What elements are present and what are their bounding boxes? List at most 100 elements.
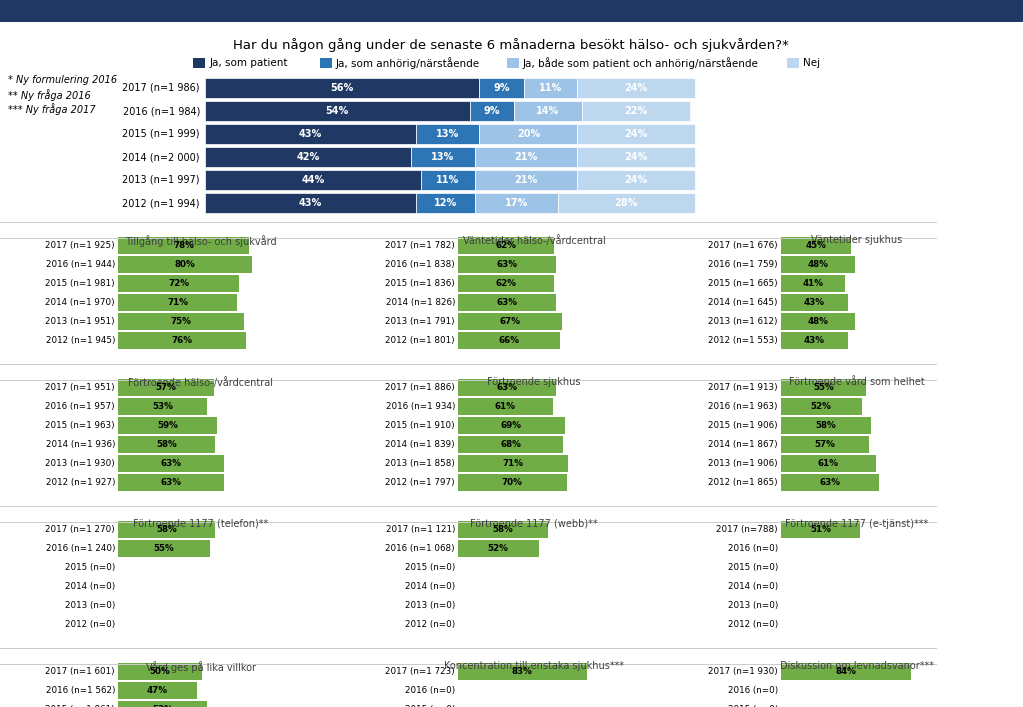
- Bar: [470, 101, 514, 121]
- Text: *** Ny fråga 2017: *** Ny fråga 2017: [8, 103, 95, 115]
- Bar: [118, 701, 207, 707]
- Text: Diskussion om levnadsvanor***: Diskussion om levnadsvanor***: [780, 661, 934, 671]
- Text: 2014 (n=1 826): 2014 (n=1 826): [386, 298, 455, 307]
- Text: 59%: 59%: [158, 421, 178, 430]
- Text: 2016 (n=1 068): 2016 (n=1 068): [386, 544, 455, 553]
- Bar: [458, 256, 555, 273]
- Bar: [458, 313, 562, 330]
- Text: Förtroende 1177 (e-tjänst)***: Förtroende 1177 (e-tjänst)***: [786, 519, 929, 529]
- Text: 2015 (n=1 963): 2015 (n=1 963): [45, 421, 115, 430]
- Text: 62%: 62%: [495, 241, 517, 250]
- Text: 55%: 55%: [813, 383, 834, 392]
- Text: * Ny formulering 2016: * Ny formulering 2016: [8, 75, 117, 85]
- Text: 2016 (n=1 944): 2016 (n=1 944): [46, 260, 115, 269]
- Text: Nej: Nej: [803, 58, 820, 68]
- Text: 42%: 42%: [297, 152, 319, 162]
- Text: Ja, som anhörig/närstående: Ja, som anhörig/närstående: [336, 57, 480, 69]
- Text: 14%: 14%: [536, 106, 560, 116]
- Text: 11%: 11%: [436, 175, 459, 185]
- Text: 2017 (n=1 270): 2017 (n=1 270): [45, 525, 115, 534]
- Text: 2016 (n=0): 2016 (n=0): [405, 686, 455, 695]
- Text: 61%: 61%: [495, 402, 516, 411]
- Bar: [514, 101, 582, 121]
- Bar: [781, 474, 879, 491]
- Text: 2015 (n=1 665): 2015 (n=1 665): [708, 279, 779, 288]
- Text: 56%: 56%: [330, 83, 354, 93]
- Text: 67%: 67%: [499, 317, 521, 326]
- Bar: [480, 124, 577, 144]
- Text: 2017 (n=1 782): 2017 (n=1 782): [386, 241, 455, 250]
- Bar: [458, 521, 548, 538]
- Bar: [205, 78, 480, 98]
- Text: 48%: 48%: [808, 317, 829, 326]
- Text: 2016 (n=1 957): 2016 (n=1 957): [45, 402, 115, 411]
- Text: 2016 (n=1 759): 2016 (n=1 759): [708, 260, 779, 269]
- Text: 71%: 71%: [167, 298, 188, 307]
- Text: 51%: 51%: [810, 525, 831, 534]
- Text: 47%: 47%: [147, 686, 168, 695]
- Bar: [781, 256, 855, 273]
- Bar: [458, 275, 554, 292]
- Text: 2015 (n=1 836): 2015 (n=1 836): [386, 279, 455, 288]
- Bar: [205, 147, 411, 167]
- Text: 2016 (n=0): 2016 (n=0): [727, 686, 779, 695]
- Bar: [118, 663, 202, 680]
- Text: 20%: 20%: [517, 129, 540, 139]
- Text: Förtroende 1177 (telefon)**: Förtroende 1177 (telefon)**: [133, 519, 268, 529]
- Text: 2015 (n=1 906): 2015 (n=1 906): [708, 421, 779, 430]
- Bar: [475, 193, 558, 213]
- Text: 2015 (n=0): 2015 (n=0): [405, 563, 455, 572]
- Bar: [475, 147, 577, 167]
- Bar: [205, 193, 415, 213]
- Text: 2016 (n=1 934): 2016 (n=1 934): [386, 402, 455, 411]
- Text: 53%: 53%: [152, 402, 173, 411]
- Text: 2017 (n=1 913): 2017 (n=1 913): [708, 383, 779, 392]
- Text: 43%: 43%: [804, 298, 825, 307]
- Text: Väntetider hälso-/vårdcentral: Väntetider hälso-/vårdcentral: [462, 235, 606, 246]
- Text: 2015 (n=0): 2015 (n=0): [727, 563, 779, 572]
- Bar: [781, 417, 871, 434]
- Bar: [458, 663, 586, 680]
- Text: 2014 (n=1 645): 2014 (n=1 645): [709, 298, 779, 307]
- Text: 78%: 78%: [173, 241, 194, 250]
- Bar: [788, 58, 799, 68]
- Bar: [458, 332, 561, 349]
- Text: 2015 (n=1 981): 2015 (n=1 981): [45, 279, 115, 288]
- Bar: [118, 455, 224, 472]
- Text: 24%: 24%: [625, 83, 648, 93]
- Text: 72%: 72%: [168, 279, 189, 288]
- Text: 21%: 21%: [515, 175, 537, 185]
- Bar: [458, 436, 564, 453]
- Text: 48%: 48%: [808, 260, 829, 269]
- Text: 2014 (n=1 867): 2014 (n=1 867): [708, 440, 779, 449]
- Text: 2012 (n=1 553): 2012 (n=1 553): [708, 336, 779, 345]
- Text: 2015 (n=1 861): 2015 (n=1 861): [45, 705, 115, 707]
- Text: 52%: 52%: [488, 544, 508, 553]
- Text: 71%: 71%: [502, 459, 524, 468]
- Text: 2017 (n=788): 2017 (n=788): [716, 525, 779, 534]
- Text: 21%: 21%: [515, 152, 537, 162]
- Bar: [506, 58, 519, 68]
- Text: 69%: 69%: [501, 421, 522, 430]
- Text: 52%: 52%: [811, 402, 832, 411]
- Text: 55%: 55%: [153, 544, 175, 553]
- Text: Har du någon gång under de senaste 6 månaderna besökt hälso- och sjukvården?*: Har du någon gång under de senaste 6 mån…: [233, 38, 789, 52]
- Text: 2015 (n=0): 2015 (n=0): [64, 563, 115, 572]
- Text: 2016 (n=1 838): 2016 (n=1 838): [386, 260, 455, 269]
- Text: 2017 (n=1 121): 2017 (n=1 121): [386, 525, 455, 534]
- Text: 2013 (n=1 951): 2013 (n=1 951): [45, 317, 115, 326]
- Text: 2013 (n=1 858): 2013 (n=1 858): [385, 459, 455, 468]
- Bar: [577, 170, 695, 190]
- Text: 2014 (n=0): 2014 (n=0): [405, 582, 455, 591]
- Bar: [118, 540, 211, 557]
- Text: 2016 (n=1 963): 2016 (n=1 963): [709, 402, 779, 411]
- Text: 76%: 76%: [171, 336, 192, 345]
- Text: 2012 (n=1 927): 2012 (n=1 927): [45, 478, 115, 487]
- Text: 2012 (n=1 797): 2012 (n=1 797): [386, 478, 455, 487]
- Text: 75%: 75%: [171, 317, 191, 326]
- Bar: [458, 294, 555, 311]
- Bar: [458, 398, 552, 415]
- Text: 57%: 57%: [155, 383, 176, 392]
- Text: 43%: 43%: [804, 336, 825, 345]
- Bar: [480, 78, 524, 98]
